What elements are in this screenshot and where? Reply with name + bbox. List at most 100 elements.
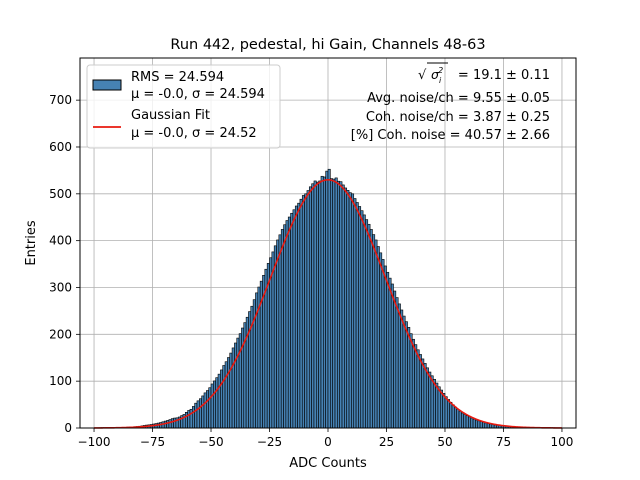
histogram-bar — [402, 315, 406, 429]
histogram-bar — [276, 239, 280, 429]
histogram-bar — [196, 400, 200, 429]
histogram-bar — [348, 192, 352, 429]
y-tick-label: 400 — [49, 234, 72, 248]
y-axis-ticks: 0 100 200 300 400 500 600 700 — [49, 93, 80, 435]
histogram-bar — [477, 420, 481, 429]
histogram-bar — [374, 239, 378, 429]
histogram-bar — [475, 419, 479, 429]
histogram-bar — [227, 357, 231, 429]
histogram-bar — [416, 349, 420, 429]
histogram-bar — [236, 337, 240, 429]
histogram-bar — [292, 209, 296, 429]
histogram-bar — [332, 178, 336, 429]
histogram-bar — [470, 417, 474, 429]
histogram-bar — [290, 212, 294, 429]
histogram-bar — [449, 401, 453, 429]
histogram-bar — [285, 220, 289, 429]
histogram-bar — [439, 389, 443, 429]
histogram-bar — [400, 309, 404, 429]
histogram-bar — [381, 259, 385, 429]
histogram-bar — [409, 333, 413, 429]
histogram-bar — [168, 419, 172, 429]
histogram-bar — [306, 190, 310, 429]
histogram-bar — [442, 393, 446, 429]
histogram-bar — [472, 418, 476, 429]
legend-histogram-label: RMS = 24.594 — [131, 70, 224, 85]
histogram-bar — [365, 219, 369, 429]
histogram-bar — [341, 184, 345, 429]
histogram-bar — [432, 378, 436, 429]
histogram-bar — [194, 402, 198, 429]
x-axis-label: ADC Counts — [289, 456, 367, 471]
histogram-bar — [269, 257, 273, 429]
y-tick-label: 200 — [49, 327, 72, 341]
histogram-bar — [461, 412, 464, 429]
y-tick-label: 100 — [49, 374, 72, 388]
histogram-bar — [486, 423, 490, 429]
histogram-bar — [451, 404, 455, 429]
x-tick-label: 75 — [496, 435, 511, 449]
histogram-bar — [337, 180, 340, 429]
histogram-bar — [468, 416, 472, 429]
histogram-bar — [372, 234, 376, 429]
histogram-bar — [351, 193, 355, 429]
histogram-bar — [435, 382, 439, 429]
sigma-total-annotation: √ σi2 = 19.1 ± 0.11 — [418, 62, 550, 85]
histogram-bar — [311, 183, 315, 429]
histogram-bar — [163, 420, 167, 429]
histogram-bar — [379, 252, 383, 429]
coh-noise-annotation: Coh. noise/ch = 3.87 ± 0.25 — [366, 110, 550, 125]
histogram-bar — [393, 290, 397, 429]
histogram-bar — [376, 246, 380, 429]
avg-noise-annotation: Avg. noise/ch = 9.55 ± 0.05 — [367, 91, 550, 106]
histogram-bar — [425, 367, 429, 429]
histogram-bar — [479, 421, 483, 429]
legend: RMS = 24.594 μ = -0.0, σ = 24.594 Gaussi… — [86, 64, 281, 149]
histogram-bar — [294, 205, 298, 429]
histogram-bar — [458, 410, 462, 429]
histogram-bar — [222, 365, 226, 429]
x-tick-label: −25 — [257, 435, 282, 449]
histogram-bar — [220, 369, 224, 429]
y-tick-label: 700 — [49, 93, 72, 107]
histogram-bar — [301, 195, 305, 429]
noise-annotations: √ σi2 = 19.1 ± 0.11 Avg. noise/ch = 9.55… — [351, 62, 550, 143]
histogram-bar — [360, 210, 364, 429]
histogram-bar — [208, 387, 212, 429]
histogram-bar — [184, 412, 188, 429]
x-tick-label: 25 — [379, 435, 394, 449]
histogram-bar — [404, 321, 408, 429]
histogram-bar — [482, 421, 486, 429]
histogram-bar — [339, 181, 343, 429]
histogram-bar — [330, 178, 333, 429]
y-axis-label: Entries — [24, 220, 39, 266]
histogram-bar — [229, 352, 233, 429]
histogram-bar — [192, 406, 195, 429]
histogram-bar — [199, 398, 202, 429]
histogram-bar — [299, 198, 303, 429]
histogram-bar — [173, 417, 177, 429]
y-tick-label: 0 — [64, 421, 72, 435]
histogram-bar — [489, 423, 493, 429]
x-tick-label: 0 — [324, 435, 332, 449]
histogram-bar — [369, 229, 373, 429]
legend-fit-label: Gaussian Fit — [131, 108, 210, 123]
histogram-bar — [278, 234, 282, 429]
chart-title: Run 442, pedestal, hi Gain, Channels 48-… — [170, 37, 485, 53]
histogram-bar — [283, 224, 287, 429]
histogram-bar — [463, 414, 467, 429]
gaussian-fit-curve — [94, 178, 562, 429]
histogram-bar — [318, 180, 322, 429]
histogram-bar — [362, 214, 366, 429]
histogram-bar — [313, 180, 317, 429]
histogram-bar — [217, 373, 221, 429]
histogram-bar — [323, 176, 326, 429]
histogram-bar — [170, 418, 174, 429]
histogram-bar — [437, 386, 441, 429]
x-tick-label: −50 — [198, 435, 223, 449]
histogram-bar — [271, 251, 275, 429]
histogram-bar — [428, 371, 432, 429]
histogram-bar — [423, 363, 427, 429]
histogram-bar — [414, 344, 418, 429]
